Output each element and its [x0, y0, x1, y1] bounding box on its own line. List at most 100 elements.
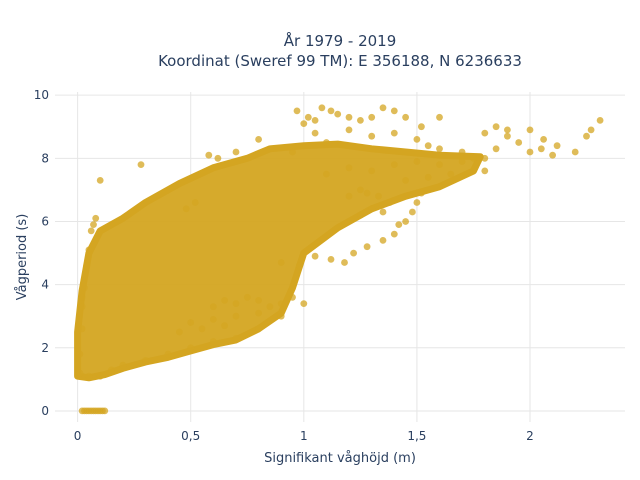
scatter-point [549, 151, 556, 159]
scatter-point [176, 328, 183, 336]
scatter-point [304, 113, 312, 121]
chart-title-line-2: Koordinat (Sweref 99 TM): E 356188, N 62… [158, 52, 522, 70]
scatter-point [205, 151, 213, 159]
scatter-point [277, 259, 285, 266]
scatter-point [402, 177, 409, 184]
scatter-point [386, 199, 394, 206]
scatter-point [289, 148, 296, 156]
chart-title-line-1: År 1979 - 2019 [284, 31, 397, 50]
scatter-point [289, 293, 296, 301]
scatter-point [436, 113, 443, 121]
scatter-point [458, 158, 466, 165]
scatter-point [96, 177, 104, 184]
scatter-point [413, 199, 421, 206]
scatter-point [363, 189, 371, 197]
scatter-point [492, 145, 500, 153]
scatter-point [142, 357, 149, 364]
x-axis-title: Signifikant våghöjd (m) [264, 451, 416, 466]
scatter-point [293, 107, 301, 115]
scatter-point [526, 126, 534, 134]
scatter-point [409, 208, 416, 216]
scatter-point [553, 142, 561, 150]
scatter-point [266, 303, 274, 311]
scatter-point [424, 173, 432, 181]
scatter-point [295, 262, 303, 270]
scatter-point [402, 113, 409, 121]
scatter-point [221, 297, 229, 304]
scatter-point [418, 189, 425, 197]
scatter-point [311, 252, 319, 260]
y-tick-label: 4 [41, 278, 49, 292]
y-axis-ticks: 0 2 4 6 8 10 [34, 88, 49, 418]
scatter-point [191, 199, 199, 206]
scatter-point [368, 167, 376, 175]
y-tick-label: 0 [41, 404, 49, 418]
scatter-point [481, 167, 489, 175]
y-tick-label: 6 [41, 214, 49, 228]
scatter-points [76, 104, 604, 415]
scatter-point [424, 142, 432, 150]
scatter-point [395, 221, 403, 229]
scatter-point [345, 126, 353, 134]
x-tick-label: 0,5 [181, 429, 200, 443]
y-axis-title: Vågperiod (s) [15, 214, 30, 301]
scatter-point [447, 170, 455, 178]
scatter-point [540, 136, 547, 143]
x-tick-label: 1,5 [407, 429, 426, 443]
scatter-point [78, 293, 86, 301]
scatter-point [413, 158, 421, 165]
scatter-point [108, 366, 115, 374]
scatter-point [85, 372, 93, 380]
scatter-point [481, 154, 489, 162]
scatter-point [357, 186, 364, 194]
scatter-point [209, 303, 217, 311]
scatter-point [357, 211, 364, 219]
scatter-point [357, 117, 364, 124]
scatter-point [390, 129, 398, 137]
scatter-point [76, 369, 84, 377]
scatter-point [164, 350, 172, 358]
scatter-point [334, 110, 342, 118]
scatter-point [311, 129, 319, 137]
scatter-point [101, 407, 109, 415]
scatter-point [458, 148, 466, 156]
scatter-point [341, 259, 348, 266]
scatter-point [402, 218, 409, 225]
y-tick-label: 10 [34, 88, 49, 102]
scatter-point [571, 148, 579, 156]
scatter-point [209, 338, 217, 345]
scatter-point [350, 249, 357, 257]
scatter-point [504, 126, 511, 134]
scatter-point [418, 123, 425, 131]
scatter-point [209, 316, 217, 323]
scatter-point [363, 243, 371, 251]
scatter-point [379, 208, 387, 216]
scatter-point [90, 221, 97, 229]
scatter-point [587, 126, 595, 134]
scatter-point [311, 117, 319, 124]
scatter-point [277, 312, 285, 320]
scatter-point [96, 372, 104, 380]
scatter-point [87, 227, 95, 235]
scatter-point [255, 325, 262, 333]
y-tick-label: 2 [41, 341, 49, 355]
scatter-point [327, 256, 335, 263]
scatter-point [187, 319, 195, 326]
scatter-point [76, 350, 84, 358]
scatter-point [221, 322, 229, 330]
scatter-point [78, 325, 86, 333]
scatter-point [413, 136, 421, 143]
y-tick-label: 8 [41, 151, 49, 165]
scatter-point [198, 325, 206, 333]
scatter-point [232, 334, 240, 342]
scatter-point [119, 361, 127, 369]
x-tick-label: 2 [526, 429, 534, 443]
scatter-point [78, 303, 86, 311]
scatter-point [232, 148, 240, 156]
x-tick-label: 0 [74, 429, 82, 443]
scatter-point [83, 262, 91, 270]
scatter-point [345, 113, 353, 121]
scatter-point [318, 104, 326, 112]
scatter-point [436, 161, 443, 169]
